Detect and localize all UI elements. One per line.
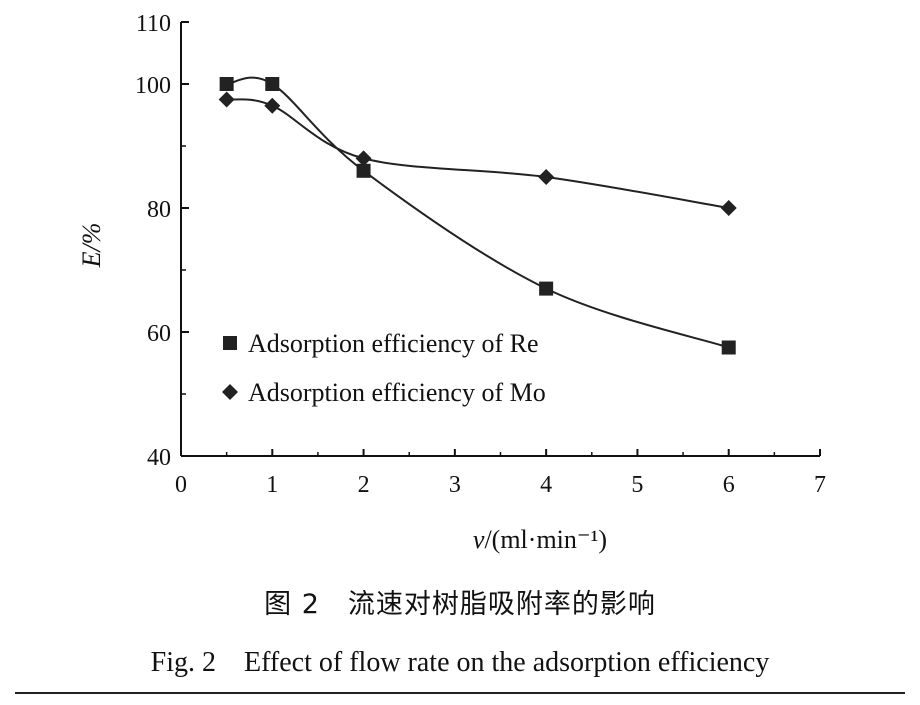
legend-label: Adsorption efficiency of Mo [248, 378, 546, 407]
data-point-square [219, 77, 234, 91]
series-diamond [218, 91, 737, 216]
legend-label: Adsorption efficiency of Re [248, 329, 539, 358]
x-ticks: 0 1 2 3 4 5 6 7 [175, 449, 826, 498]
legend: Adsorption efficiency of Re Adsorption ef… [222, 329, 546, 407]
data-point-square [356, 163, 371, 178]
data-point-diamond [264, 97, 281, 114]
data-point-square [265, 77, 280, 91]
x-tick-label: 3 [449, 472, 461, 498]
y-tick-label: 60 [147, 321, 171, 347]
y-tick-label: 100 [135, 73, 171, 99]
x-tick-label: 5 [631, 472, 643, 498]
x-tick-label: 7 [814, 472, 826, 498]
y-axis-label: E/% [77, 223, 106, 269]
caption-rule [15, 692, 905, 694]
data-point-square [539, 281, 554, 296]
chart: 0 1 2 3 4 5 6 7 40 60 80 100 110 Adsorption efficie… [77, 11, 826, 554]
data-point-diamond [720, 200, 737, 216]
series-layer [218, 76, 737, 355]
series-square [219, 76, 736, 355]
y-tick-label: 80 [147, 197, 171, 223]
x-axis-label: v/(ml·min⁻¹) [473, 525, 607, 554]
data-point-diamond [218, 91, 235, 108]
y-ticks: 40 60 80 100 110 [135, 11, 189, 471]
series-line-diamond [226, 98, 729, 209]
figure-caption-english: Fig. 2 Effect of flow rate on the adsorp… [150, 647, 770, 678]
legend-marker-square [223, 336, 237, 350]
data-point-square [721, 340, 736, 355]
series-line-square [226, 76, 730, 349]
data-point-diamond [355, 150, 372, 167]
y-tick-label: 40 [147, 445, 171, 471]
data-point-diamond [538, 169, 555, 185]
x-tick-label: 1 [266, 472, 278, 498]
y-tick-label: 110 [136, 11, 171, 37]
x-tick-label: 2 [358, 472, 370, 498]
x-tick-label: 6 [723, 472, 735, 498]
x-tick-label: 0 [175, 472, 187, 498]
legend-marker-diamond [222, 384, 238, 400]
x-tick-label: 4 [540, 472, 552, 498]
figure-caption-chinese: 图 2 流速对树脂吸附率的影响 [264, 589, 656, 620]
